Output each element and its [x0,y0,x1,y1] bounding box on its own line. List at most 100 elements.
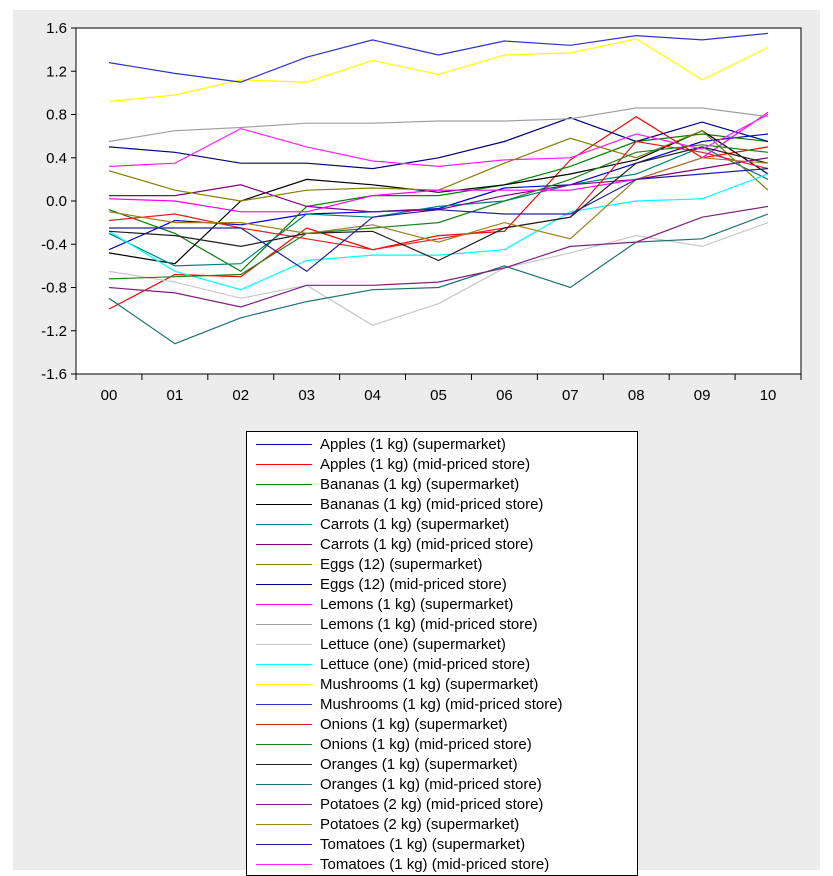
series-line-13 [108,32,769,83]
series-line-9 [108,107,769,143]
legend-label: Eggs (12) (supermarket) [320,555,483,573]
chart-frame: 1.6 1.2 0.8 0.4 0.0 -0.4 -0.8 -1.2 -1.6 00 01 02 03… [13,10,820,876]
legend-label: Lemons (1 kg) (mid-priced store) [320,615,538,633]
legend-label: Bananas (1 kg) (supermarket) [320,475,520,493]
legend-label: Potatoes (2 kg) (mid-priced store) [320,795,544,813]
legend-swatch [256,763,312,765]
y-tick-label: 0.4 [46,150,67,167]
x-tick-label: 07 [562,387,579,404]
legend-label: Onions (1 kg) (supermarket) [320,715,508,733]
series-line-4 [108,146,769,267]
legend-swatch [256,543,312,545]
legend-swatch [256,663,312,665]
legend-item: Apples (1 kg) (supermarket) [247,434,637,454]
y-tick-label: 1.6 [46,20,67,37]
x-tick-label: 09 [694,387,711,404]
plot-area [75,27,802,375]
legend-item: Tomatoes (1 kg) (mid-priced store) [247,854,637,874]
legend-label: Carrots (1 kg) (supermarket) [320,515,510,533]
series-line-18 [108,205,769,308]
x-tick-label: 02 [232,387,249,404]
legend-swatch [256,843,312,845]
series-line-21 [108,113,769,168]
legend-label: Lettuce (one) (supermarket) [320,635,506,653]
y-tick-label: -0.8 [41,280,67,297]
series-line-19 [108,157,769,243]
legend-item: Carrots (1 kg) (supermarket) [247,514,637,534]
legend-label: Apples (1 kg) (supermarket) [320,435,506,453]
y-axis: 1.6 1.2 0.8 0.4 0.0 -0.4 -0.8 -1.2 -1.6 [41,20,76,383]
legend-swatch [256,583,312,585]
legend-item: Mushrooms (1 kg) (supermarket) [247,674,637,694]
series-line-20 [109,168,769,273]
legend-label: Oranges (1 kg) (mid-priced store) [320,775,542,793]
y-tick-label: -1.2 [41,323,67,340]
series-line-15 [108,144,769,280]
legend-swatch [256,643,312,645]
legend-label: Carrots (1 kg) (mid-priced store) [320,535,534,553]
legend-label: Bananas (1 kg) (mid-priced store) [320,495,544,513]
legend-swatch [256,863,312,865]
legend-item: Onions (1 kg) (mid-priced store) [247,734,637,754]
x-tick-label: 03 [298,387,315,404]
legend-swatch [256,563,312,565]
series-line-17 [108,213,769,345]
legend-label: Lemons (1 kg) (supermarket) [320,595,514,613]
legend-item: Eggs (12) (supermarket) [247,554,637,574]
legend-item: Oranges (1 kg) (supermarket) [247,754,637,774]
series-line-7 [108,117,769,170]
series-line-14 [108,140,769,251]
legend-label: Potatoes (2 kg) (supermarket) [320,815,520,833]
legend-item: Potatoes (2 kg) (mid-priced store) [247,794,637,814]
legend-swatch [256,463,312,465]
legend-item: Bananas (1 kg) (mid-priced store) [247,494,637,514]
legend-swatch [256,823,312,825]
series-line-1 [108,115,769,310]
x-tick-label: 04 [364,387,381,404]
legend-label: Oranges (1 kg) (supermarket) [320,755,518,773]
y-tick-label: -1.6 [41,366,67,383]
series-line-10 [108,222,769,326]
y-tick-label: 1.2 [46,63,67,80]
legend-label: Mushrooms (1 kg) (mid-priced store) [320,695,563,713]
line-chart: 1.6 1.2 0.8 0.4 0.0 -0.4 -0.8 -1.2 -1.6 00 01 02 03… [41,20,802,404]
legend-item: Mushrooms (1 kg) (mid-priced store) [247,694,637,714]
legend-item: Carrots (1 kg) (mid-priced store) [247,534,637,554]
series-lines [108,32,769,345]
y-tick-label: -0.4 [41,236,67,253]
legend-item: Apples (1 kg) (mid-priced store) [247,454,637,474]
legend-label: Tomatoes (1 kg) (supermarket) [320,835,526,853]
legend-item: Oranges (1 kg) (mid-priced store) [247,774,637,794]
series-line-12 [108,38,769,103]
series-line-16 [108,146,769,262]
x-tick-label: 05 [430,387,447,404]
x-tick-label: 06 [496,387,513,404]
legend-item: Lemons (1 kg) (mid-priced store) [247,614,637,634]
x-tick-label: 10 [760,387,777,404]
legend-swatch [256,743,312,745]
legend-swatch [256,483,312,485]
x-tick-label: 00 [101,387,118,404]
y-tick-label: 0.0 [46,193,67,210]
legend-item: Bananas (1 kg) (supermarket) [247,474,637,494]
legend-item: Onions (1 kg) (supermarket) [247,714,637,734]
legend-swatch [256,443,312,445]
legend-item: Lettuce (one) (supermarket) [247,634,637,654]
legend-swatch [256,783,312,785]
legend-swatch [256,603,312,605]
legend: Apples (1 kg) (supermarket) Apples (1 kg)… [246,431,638,876]
x-axis: 00 01 02 03 04 05 06 07 08 09 10 [75,374,802,404]
legend-item: Lettuce (one) (mid-priced store) [247,654,637,674]
legend-label: Lettuce (one) (mid-priced store) [320,655,531,673]
series-line-11 [108,173,769,291]
legend-item: Lemons (1 kg) (supermarket) [247,594,637,614]
legend-swatch [256,723,312,725]
legend-swatch [256,623,312,625]
legend-item: Eggs (12) (mid-priced store) [247,574,637,594]
legend-label: Mushrooms (1 kg) (supermarket) [320,675,539,693]
x-tick-label: 08 [628,387,645,404]
legend-label: Eggs (12) (mid-priced store) [320,575,507,593]
legend-swatch [256,523,312,525]
legend-label: Tomatoes (1 kg) (mid-priced store) [320,855,550,873]
legend-swatch [256,683,312,685]
